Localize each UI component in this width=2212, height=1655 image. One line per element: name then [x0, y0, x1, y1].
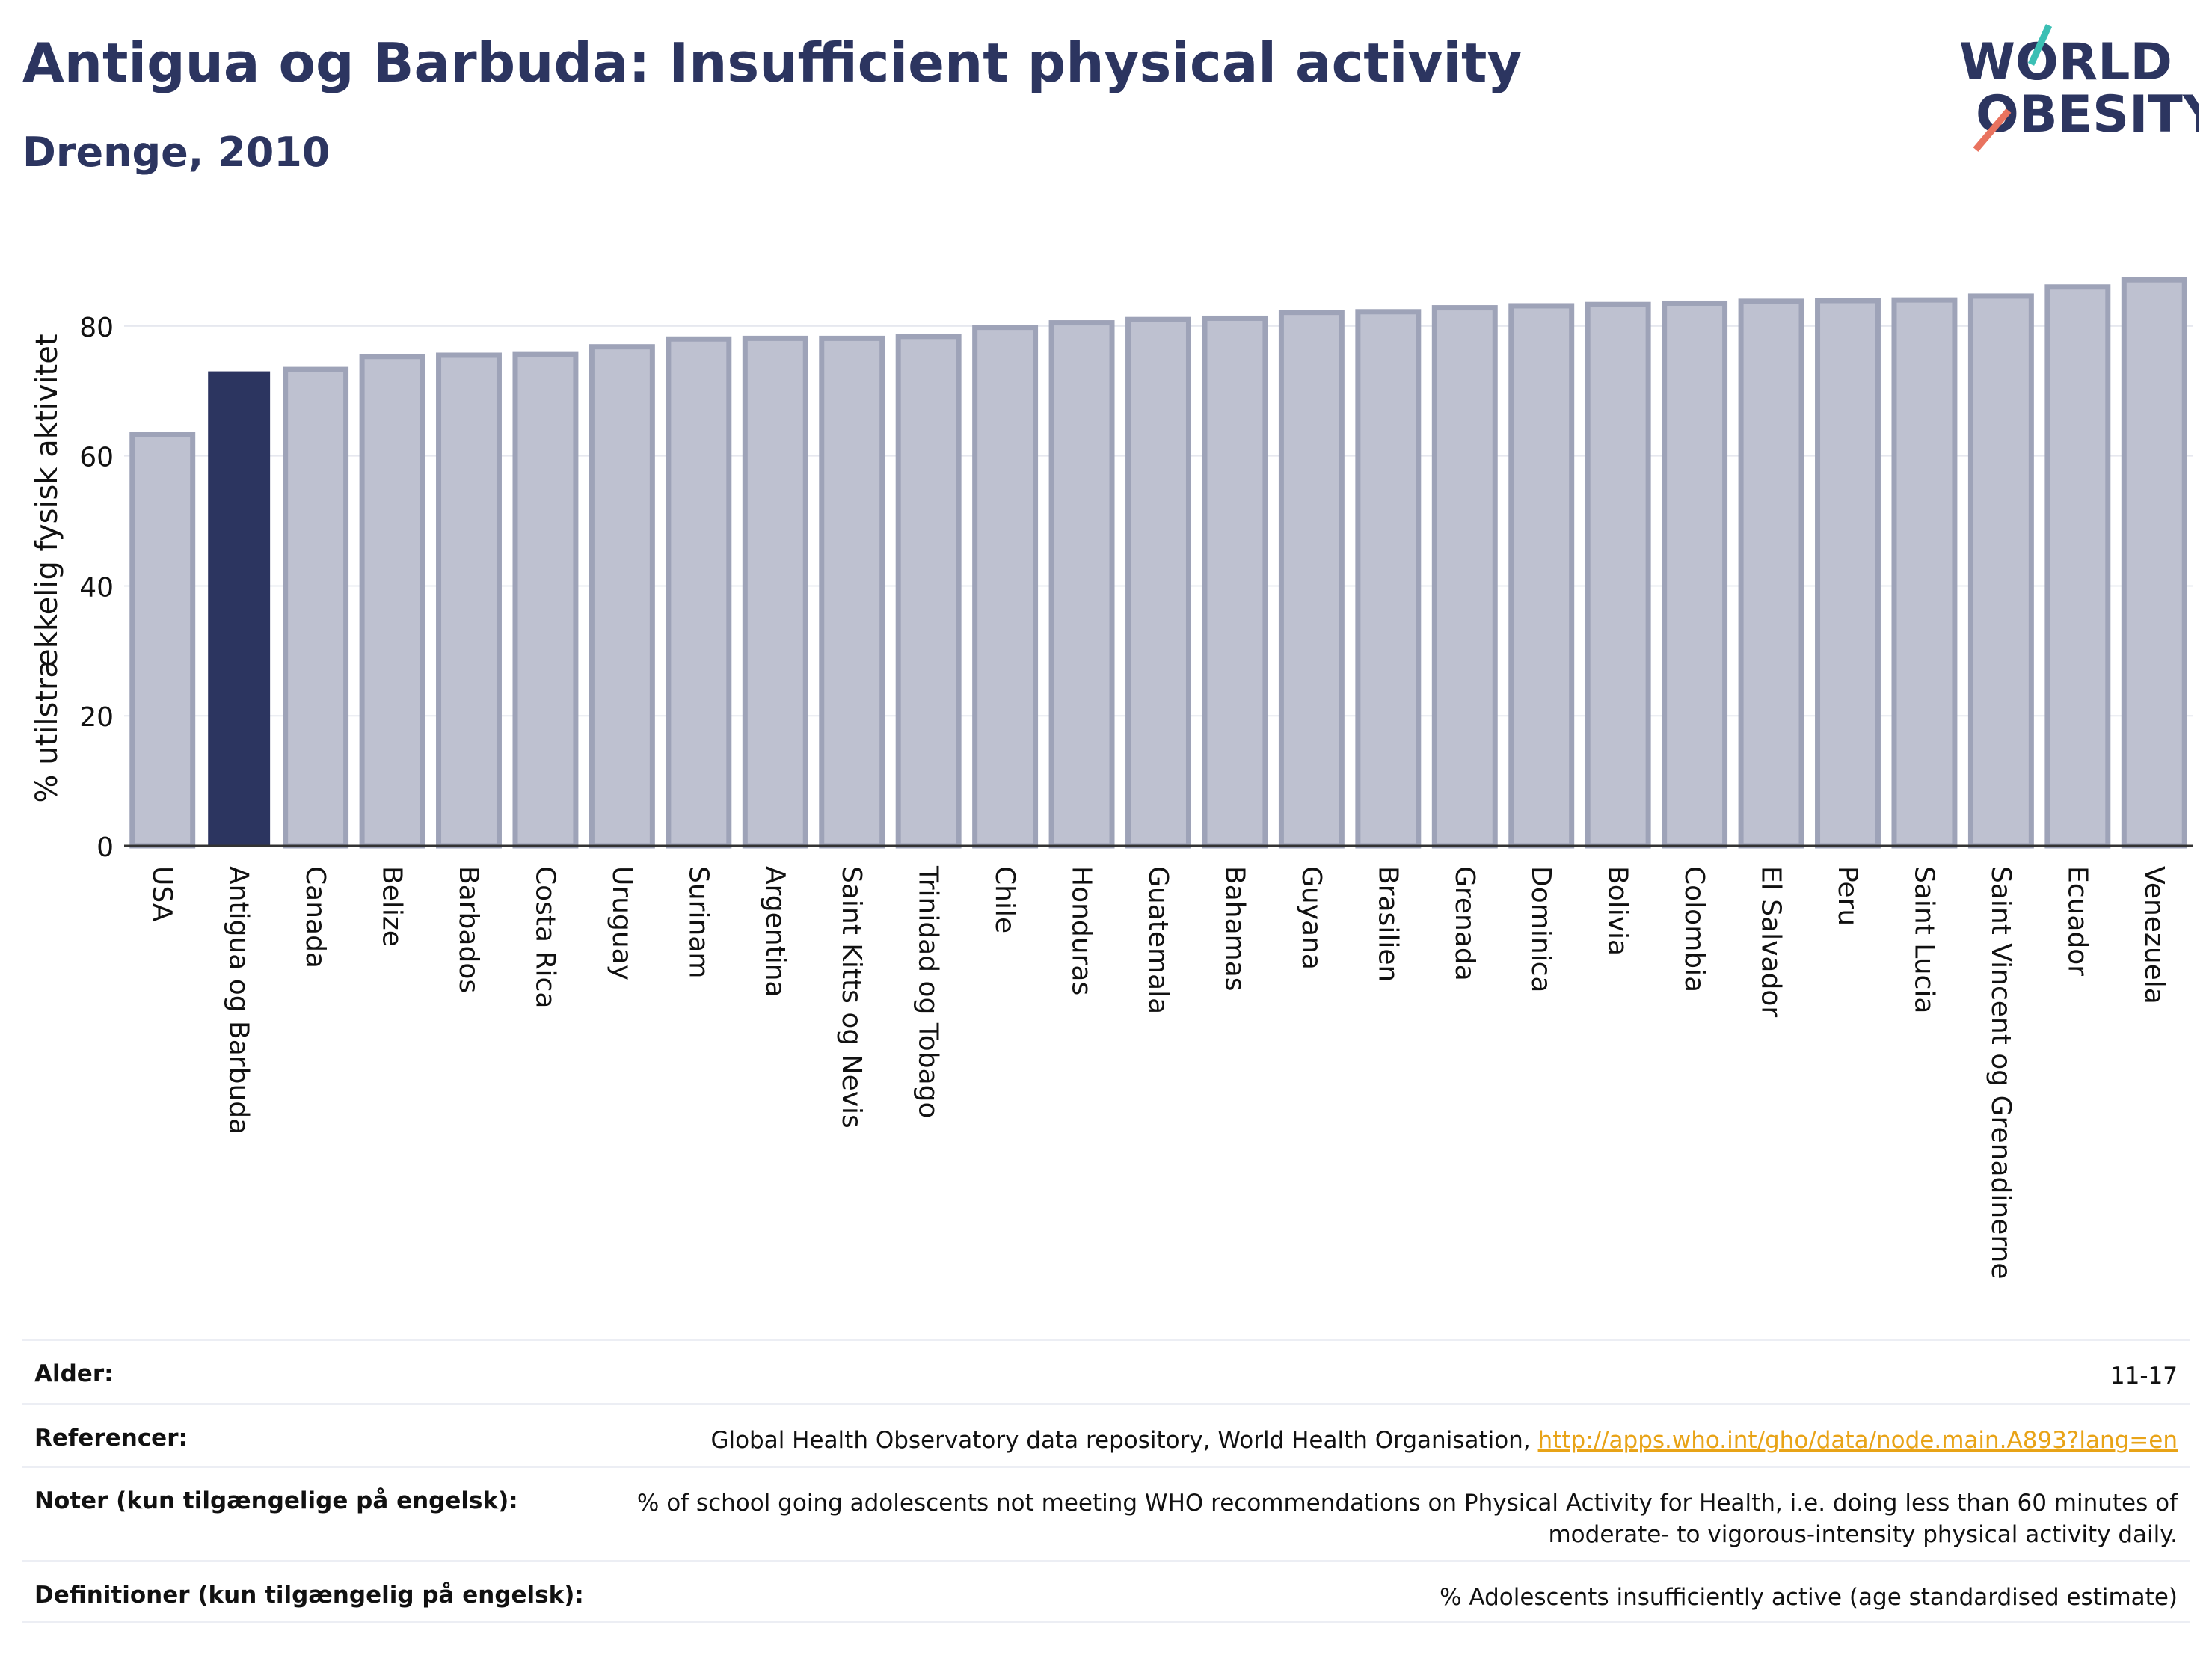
y-tick-label: 40: [79, 572, 114, 603]
bar: [1738, 298, 1804, 849]
info-row: Alder: 11-17: [22, 1339, 2190, 1403]
x-tick-label: Colombia: [1679, 866, 1709, 992]
y-tick-label: 20: [79, 702, 114, 733]
x-tick-label: Brasilien: [1372, 866, 1403, 982]
x-tick-label: Bahamas: [1219, 866, 1250, 992]
bar: [1585, 301, 1651, 849]
logo-coral-slash: [1973, 108, 2012, 152]
bar: [742, 335, 808, 849]
x-tick-label: Barbados: [453, 866, 484, 993]
info-label: Alder:: [34, 1360, 114, 1387]
y-tick-label: 60: [79, 443, 114, 473]
x-tick-label: Trinidad og Tobago: [913, 865, 944, 1119]
info-label: Referencer:: [34, 1425, 188, 1452]
logo-teal-slash: [2027, 24, 2053, 66]
x-tick-label: Venezuela: [2139, 866, 2169, 1004]
bar: [1967, 293, 2034, 849]
bar: [512, 351, 579, 849]
bar: [1815, 298, 1881, 849]
info-value: % Adolescents insufficiently active (age…: [1440, 1584, 2178, 1611]
x-tick-label: Saint Kitts og Nevis: [836, 866, 867, 1129]
bar: [819, 335, 885, 849]
info-row: Definitioner (kun tilgængelig på engelsk…: [22, 1560, 2190, 1623]
bar: [1202, 315, 1268, 849]
x-tick-label: Grenada: [1449, 866, 1480, 981]
info-row: Referencer: Global Health Observatory dat…: [22, 1403, 2190, 1466]
info-row: Noter (kun tilgængelige på engelsk): % of…: [22, 1466, 2190, 1560]
x-tick-label: Ecuador: [2062, 866, 2092, 976]
x-tick-label: Surinam: [683, 866, 713, 978]
x-tick-label: Peru: [1832, 866, 1863, 926]
bar: [436, 352, 502, 849]
bar: [283, 366, 349, 849]
bar: [359, 354, 425, 849]
x-tick-label: Antigua og Barbuda: [224, 866, 254, 1134]
info-value: % of school going adolescents not meetin…: [636, 1490, 2178, 1548]
x-tick-label: Honduras: [1066, 866, 1097, 995]
axis-layer: 0 20 40 60 80 USA Antigua og Barbuda Canada Beli…: [79, 313, 2193, 1279]
x-tick-label: Saint Vincent og Grenadinerne: [1985, 866, 2016, 1279]
x-tick-label: USA: [147, 866, 177, 922]
reference-link[interactable]: http://apps.who.int/gho/data/node.main.A…: [1537, 1427, 2178, 1454]
bar-chart: 0 20 40 60 80 USA Antigua og Barbuda Canada Beli…: [30, 277, 2193, 1279]
x-tick-label: Belize: [377, 866, 408, 947]
y-tick-label: 0: [96, 832, 114, 863]
bar: [1891, 297, 1958, 849]
info-table: Alder: 11-17 Referencer: Global Health Obse…: [22, 1339, 2190, 1623]
x-tick-label: Saint Lucia: [1908, 866, 1939, 1013]
bar: [972, 325, 1039, 849]
bar: [1125, 316, 1191, 849]
y-tick-label: 80: [79, 313, 114, 343]
bar: [2044, 284, 2111, 849]
info-value: 11-17: [2110, 1363, 2178, 1390]
logo-line1: WORLD: [1959, 33, 2172, 92]
x-tick-label: Guatemala: [1143, 866, 1173, 1014]
x-tick-label: Uruguay: [606, 866, 637, 980]
bar: [1278, 310, 1345, 849]
bar: [1048, 320, 1115, 849]
x-tick-label: Chile: [989, 866, 1020, 933]
info-label: Noter (kun tilgængelige på engelsk):: [34, 1487, 518, 1514]
world-obesity-logo: WORLD OBESITY: [1959, 24, 2199, 152]
x-tick-label: Argentina: [760, 866, 790, 998]
bar: [1662, 300, 1728, 849]
bar: [1355, 309, 1422, 849]
bar: [2121, 277, 2187, 849]
info-label: Definitioner (kun tilgængelig på engelsk…: [34, 1582, 584, 1609]
bar: [895, 334, 962, 849]
chart-title: Antigua og Barbuda: Insufficient physica…: [22, 31, 1523, 94]
bar: [1508, 303, 1575, 849]
chart-subtitle: Drenge, 2010: [22, 129, 331, 176]
bars-layer: [129, 277, 2187, 849]
bar: [208, 371, 271, 847]
bar: [1431, 305, 1498, 849]
x-tick-label: Guyana: [1296, 866, 1327, 970]
bar: [666, 336, 732, 849]
x-tick-label: Canada: [300, 866, 331, 968]
logo-line2: OBESITY: [1976, 85, 2199, 144]
info-value: Global Health Observatory data repositor…: [710, 1427, 2178, 1454]
x-tick-label: El Salvador: [1756, 866, 1787, 1017]
x-tick-label: Costa Rica: [529, 866, 560, 1008]
bar: [589, 344, 655, 849]
bar: [129, 432, 196, 849]
y-axis-label: % utilstrækkelig fysisk aktivitet: [30, 334, 64, 802]
x-tick-label: Dominica: [1526, 866, 1556, 993]
x-tick-label: Bolivia: [1603, 866, 1633, 956]
